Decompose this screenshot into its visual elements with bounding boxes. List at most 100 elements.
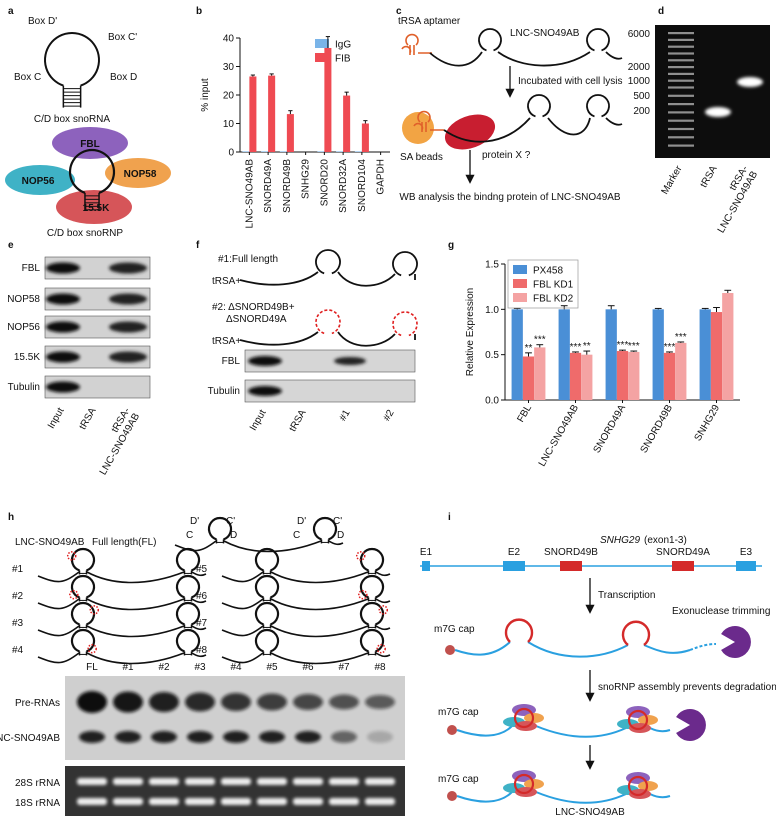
band xyxy=(149,798,179,805)
band-label: 18S rRNA xyxy=(15,798,60,809)
loop xyxy=(254,547,280,572)
bar xyxy=(558,309,570,400)
box-label: C xyxy=(293,530,300,541)
prefix-label: tRSA+ xyxy=(212,276,241,287)
loop xyxy=(70,601,96,626)
band xyxy=(113,778,143,785)
legend-box xyxy=(507,259,579,309)
rna xyxy=(221,625,391,638)
box-label: C xyxy=(186,530,193,541)
legend-swatch xyxy=(315,53,329,62)
ladder-band xyxy=(668,119,694,122)
loop xyxy=(254,574,280,599)
bar xyxy=(616,351,629,400)
mutation xyxy=(69,589,79,600)
error-bar xyxy=(525,352,532,357)
x-tick-label: SNORD49B xyxy=(282,159,293,213)
band xyxy=(737,77,763,87)
snornp-ring xyxy=(68,148,116,194)
error-bar xyxy=(677,341,685,343)
row-label: Tubulin xyxy=(208,386,240,397)
snorna-ring xyxy=(627,775,649,797)
mutant-label: #1 xyxy=(12,564,24,575)
rna xyxy=(239,331,416,347)
mutation xyxy=(66,551,77,561)
blot xyxy=(44,345,151,369)
error-bar xyxy=(572,351,579,353)
blot xyxy=(44,315,151,339)
result-label: WB analysis the bindng protein of LNC-SN… xyxy=(399,192,621,203)
significance: *** xyxy=(570,342,582,353)
loop xyxy=(586,94,610,118)
gene-feature xyxy=(736,561,756,571)
bar xyxy=(710,312,723,400)
full-label: Full length(FL) xyxy=(92,537,156,548)
bar xyxy=(343,95,351,152)
cap xyxy=(445,645,455,655)
blot xyxy=(244,379,416,403)
feature-label: E3 xyxy=(740,547,753,558)
bar xyxy=(652,309,664,400)
aptamer xyxy=(413,110,444,132)
bar xyxy=(628,351,640,400)
lane-label-group: tRSA xyxy=(77,406,98,432)
ladder-band xyxy=(668,103,694,106)
trimmed-rna xyxy=(689,643,717,651)
caption: C/D box snoRNA xyxy=(34,114,110,125)
lane-label: #1 xyxy=(122,662,134,673)
loop xyxy=(359,601,385,626)
legend-label: PX458 xyxy=(533,266,563,277)
error-bar xyxy=(288,110,293,115)
band xyxy=(113,691,143,713)
error-bar xyxy=(607,305,615,310)
box-label: C' xyxy=(333,516,342,527)
lane-label: tRSA xyxy=(698,164,719,190)
bar xyxy=(249,76,257,152)
feature-label: SNORD49A xyxy=(656,547,710,558)
x-tick-label: SNORD49B xyxy=(639,403,676,455)
band xyxy=(221,778,251,785)
band xyxy=(295,731,321,743)
y-tick-label: 20 xyxy=(223,91,235,102)
ladder-label: 500 xyxy=(633,91,650,102)
error-bar xyxy=(724,289,732,294)
mutation xyxy=(376,643,386,654)
construct-label: #1:Full length xyxy=(218,254,278,265)
blot xyxy=(244,349,416,373)
cap-label: m7G cap xyxy=(438,707,479,718)
significance: *** xyxy=(534,335,546,346)
protein-label: NOP56 xyxy=(22,176,55,187)
mutant-label: #6 xyxy=(196,591,208,602)
gel xyxy=(65,676,405,760)
band-label: 28S rRNA xyxy=(15,778,60,789)
error-bar xyxy=(713,307,720,313)
exonuclease xyxy=(721,626,751,658)
band xyxy=(221,798,251,805)
legend-label: FIB xyxy=(335,54,351,65)
protein xyxy=(5,165,75,195)
snorna-ring xyxy=(621,620,651,646)
band xyxy=(46,262,80,274)
ladder-label: 2000 xyxy=(628,62,651,73)
step-label: snoRNP assembly prevents degradation xyxy=(598,682,776,693)
row-label: NOP56 xyxy=(7,322,40,333)
band xyxy=(185,798,215,805)
rna xyxy=(456,791,671,804)
ladder-band xyxy=(668,111,694,114)
y-tick-label: 1.5 xyxy=(485,260,499,271)
band xyxy=(185,778,215,785)
legend-label: FBL KD1 xyxy=(533,280,574,291)
x-tick-label: SNORD20 xyxy=(319,159,330,207)
bar xyxy=(261,151,269,152)
band-label: Pre-RNAs xyxy=(15,698,60,709)
loop xyxy=(175,547,201,572)
box-label: D' xyxy=(190,516,199,527)
error-bar xyxy=(654,307,662,310)
significance: *** xyxy=(664,342,676,353)
step-label: Transcription xyxy=(598,590,655,601)
aptamer xyxy=(401,33,432,55)
band xyxy=(109,321,147,333)
caption: C/D box snoRNP xyxy=(47,228,123,239)
rna xyxy=(456,725,671,738)
significance: *** xyxy=(675,332,687,343)
